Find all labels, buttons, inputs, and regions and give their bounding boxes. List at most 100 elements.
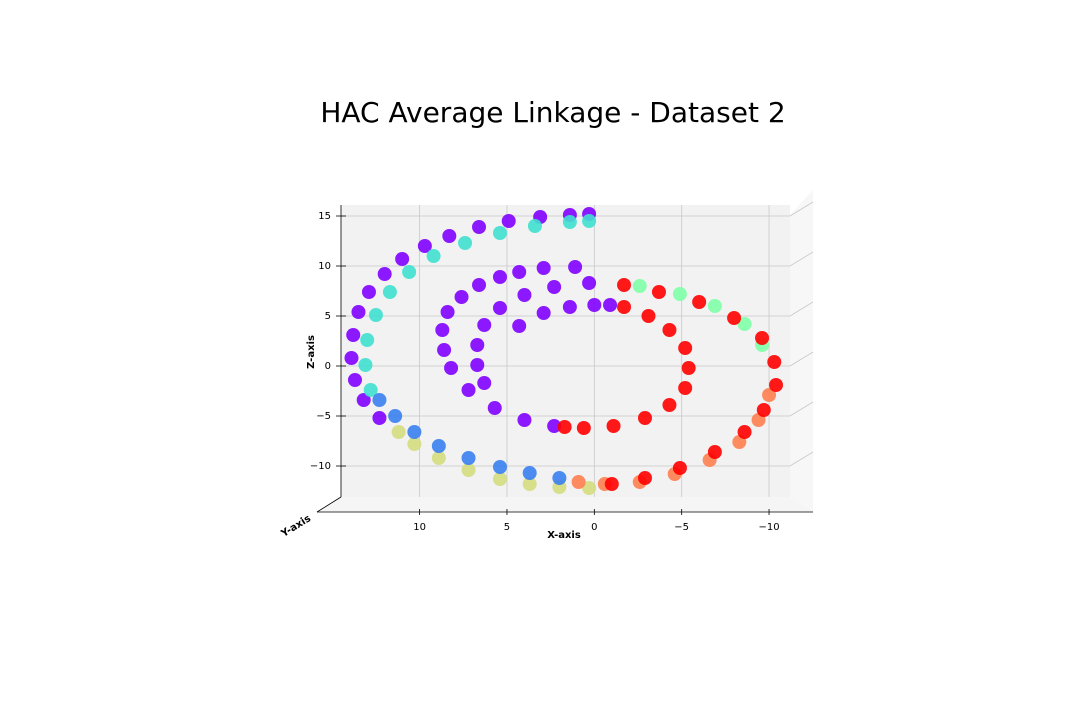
point bbox=[692, 295, 707, 309]
side-wall bbox=[790, 190, 813, 512]
point bbox=[547, 280, 562, 294]
point bbox=[492, 460, 507, 474]
point bbox=[382, 285, 397, 299]
point bbox=[454, 290, 469, 304]
point bbox=[407, 437, 422, 451]
point bbox=[522, 477, 537, 491]
point bbox=[492, 301, 507, 315]
floor bbox=[317, 497, 813, 512]
point bbox=[426, 249, 441, 263]
point bbox=[641, 309, 656, 323]
point bbox=[568, 260, 583, 274]
chart-title: HAC Average Linkage - Dataset 2 bbox=[320, 96, 785, 129]
point bbox=[358, 358, 373, 372]
point bbox=[477, 318, 492, 332]
point bbox=[461, 383, 476, 397]
grid-line bbox=[789, 251, 814, 267]
point bbox=[492, 270, 507, 284]
point bbox=[522, 466, 537, 480]
point bbox=[587, 298, 602, 312]
point bbox=[361, 285, 376, 299]
point bbox=[762, 388, 777, 402]
point bbox=[662, 323, 677, 337]
point bbox=[606, 419, 621, 433]
point bbox=[363, 383, 378, 397]
point bbox=[552, 471, 567, 485]
point bbox=[388, 409, 403, 423]
point bbox=[755, 331, 770, 345]
z-axis-label: Z-axis bbox=[306, 335, 317, 369]
point bbox=[727, 311, 742, 325]
point bbox=[431, 439, 446, 453]
point bbox=[678, 381, 693, 395]
grid-line bbox=[789, 201, 814, 217]
point bbox=[417, 239, 432, 253]
point bbox=[458, 236, 473, 250]
point bbox=[582, 276, 597, 290]
x-tick-label: 0 bbox=[591, 522, 597, 533]
point bbox=[356, 393, 371, 407]
x-tick-label: −10 bbox=[758, 522, 779, 533]
point bbox=[678, 341, 693, 355]
grid-line bbox=[789, 451, 814, 467]
point bbox=[372, 411, 387, 425]
grid-line bbox=[789, 301, 814, 317]
point bbox=[707, 299, 722, 313]
point bbox=[347, 373, 362, 387]
y-axis-line bbox=[316, 496, 342, 513]
point bbox=[360, 333, 375, 347]
point bbox=[501, 214, 516, 228]
z-tick-label: 15 bbox=[318, 211, 331, 222]
point bbox=[632, 279, 647, 293]
point bbox=[512, 319, 527, 333]
point bbox=[603, 298, 618, 312]
point bbox=[346, 328, 361, 342]
point bbox=[536, 261, 551, 275]
point bbox=[372, 393, 387, 407]
point bbox=[681, 361, 696, 375]
back-wall bbox=[341, 205, 790, 497]
point bbox=[582, 481, 597, 495]
x-tick-label: 10 bbox=[413, 522, 426, 533]
point bbox=[769, 378, 784, 392]
point bbox=[604, 477, 619, 491]
point bbox=[737, 317, 752, 331]
point bbox=[707, 445, 722, 459]
point bbox=[492, 472, 507, 486]
point bbox=[402, 265, 417, 279]
point bbox=[487, 401, 502, 415]
point bbox=[492, 226, 507, 240]
point bbox=[617, 278, 632, 292]
z-tick-label: 5 bbox=[325, 311, 331, 322]
point bbox=[637, 411, 652, 425]
point bbox=[672, 287, 687, 301]
point bbox=[672, 461, 687, 475]
point bbox=[767, 355, 782, 369]
y-axis-label: Y-axis bbox=[279, 513, 313, 540]
point bbox=[737, 425, 752, 439]
point bbox=[431, 451, 446, 465]
point bbox=[571, 475, 586, 489]
z-tick-label: 0 bbox=[325, 361, 331, 372]
point bbox=[440, 305, 455, 319]
point bbox=[582, 214, 597, 228]
point bbox=[442, 229, 457, 243]
point bbox=[344, 351, 359, 365]
x-axis-label: X-axis bbox=[547, 530, 581, 541]
point bbox=[472, 220, 487, 234]
point bbox=[461, 451, 476, 465]
point bbox=[756, 403, 771, 417]
point bbox=[512, 265, 527, 279]
point bbox=[472, 278, 487, 292]
grid-line bbox=[789, 351, 814, 367]
point bbox=[377, 267, 392, 281]
point bbox=[477, 376, 492, 390]
point bbox=[637, 471, 652, 485]
point bbox=[576, 421, 591, 435]
point bbox=[557, 420, 572, 434]
points bbox=[344, 207, 784, 495]
point bbox=[517, 413, 532, 427]
point bbox=[391, 425, 406, 439]
point bbox=[461, 463, 476, 477]
point bbox=[351, 305, 366, 319]
